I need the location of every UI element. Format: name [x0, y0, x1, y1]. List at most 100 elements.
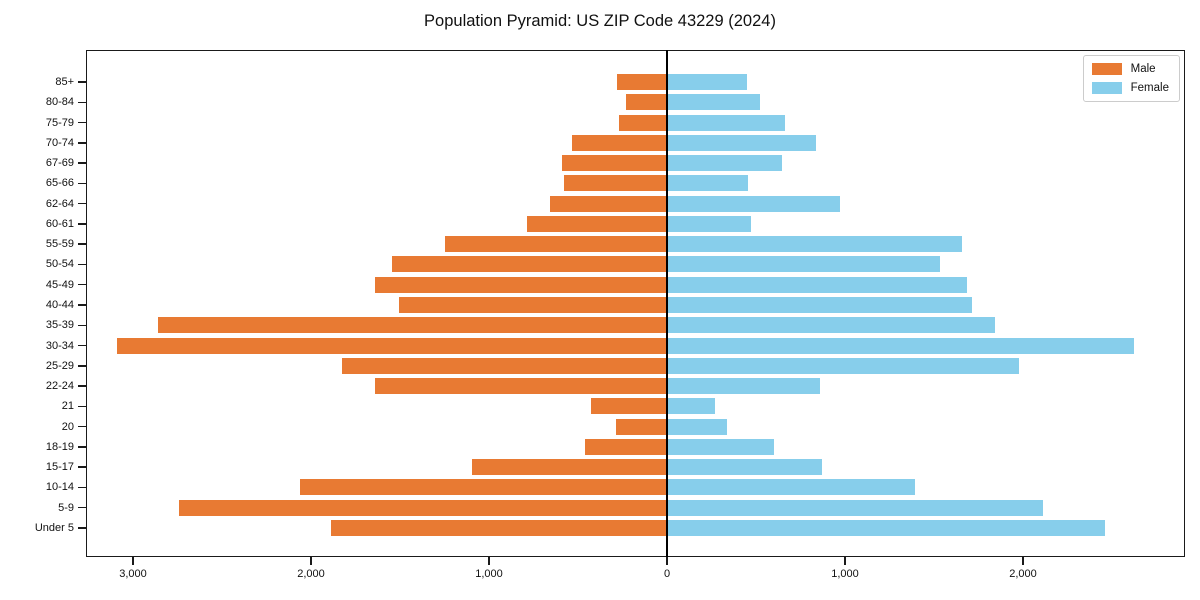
y-label-50-54: 50-54 [45, 258, 74, 271]
x-tick-2,000 [1022, 557, 1024, 565]
male-bar-15-17 [472, 459, 667, 476]
y-label-85+: 85+ [55, 76, 74, 88]
y-tick-55-59 [78, 243, 86, 245]
x-tick-3,000 [132, 557, 134, 565]
x-tick-0 [666, 557, 668, 565]
male-bar-35-39 [157, 317, 667, 334]
y-tick-75-79 [78, 121, 86, 124]
y-label-40-44: 40-44 [45, 299, 74, 311]
x-tick-2,000 [310, 557, 312, 565]
male-color-swatch [1091, 63, 1122, 75]
female-bar-35-39 [667, 317, 995, 334]
x-label-1,000: 1,000 [831, 568, 859, 580]
female-bar-67-69 [667, 155, 782, 172]
y-tick-50-54 [78, 263, 86, 266]
y-tick-10-14 [78, 486, 86, 489]
y-label-30-34: 30-34 [45, 339, 74, 352]
y-tick-22-24 [78, 385, 86, 387]
legend-item-male: Male [1091, 63, 1169, 75]
y-tick-67-69 [78, 162, 86, 164]
y-label-15-17: 15-17 [45, 461, 74, 474]
y-label-20: 20 [61, 420, 74, 433]
y-tick-25-29 [78, 365, 86, 367]
male-bar-5-9 [179, 499, 667, 516]
y-tick-30-34 [78, 344, 86, 347]
y-label-5-9: 5-9 [58, 501, 74, 514]
y-label-70-74: 70-74 [45, 136, 74, 149]
y-tick-40-44 [78, 304, 86, 306]
male-bar-21 [591, 398, 667, 415]
female-bar-10-14 [667, 479, 916, 496]
female-bar-15-17 [667, 459, 822, 476]
y-tick-70-74 [78, 142, 86, 144]
male-bar-10-14 [300, 479, 667, 496]
y-tick-35-39 [78, 324, 86, 326]
female-bar-75-79 [667, 114, 786, 131]
y-tick-65-66 [78, 182, 86, 185]
female-color-swatch [1091, 82, 1122, 94]
male-bar-22-24 [375, 378, 667, 395]
female-bar-18-19 [667, 438, 774, 455]
female-bar-Under 5 [667, 520, 1105, 536]
male-bar-50-54 [391, 256, 667, 273]
male-bar-70-74 [571, 134, 667, 151]
male-bar-55-59 [445, 236, 667, 253]
y-tick-80-84 [78, 101, 86, 103]
male-bar-40-44 [399, 297, 667, 313]
female-bar-45-49 [667, 276, 967, 293]
y-tick-18-19 [78, 446, 86, 448]
y-label-80-84: 80-84 [45, 96, 74, 109]
chart-title: Population Pyramid: US ZIP Code 43229 (2… [424, 12, 776, 30]
x-label-2,000: 2,000 [1009, 568, 1037, 580]
legend-female-label: Female [1130, 82, 1169, 94]
y-label-25-29: 25-29 [45, 359, 74, 372]
y-label-10-14: 10-14 [45, 481, 74, 494]
x-label-0: 0 [663, 568, 671, 580]
y-label-35-39: 35-39 [45, 319, 74, 332]
y-label-18-19: 18-19 [45, 440, 74, 453]
female-bar-65-66 [667, 175, 748, 192]
y-label-62-64: 62-64 [45, 197, 74, 210]
female-bar-60-61 [667, 215, 751, 232]
y-label-55-59: 55-59 [45, 238, 74, 251]
zero-axis-line [666, 50, 668, 557]
y-tick-45-49 [78, 284, 86, 286]
plot-area: 85+ 80-84 75-79 70-74 67-69 65-66 62-64 60-61 55… [35, 50, 1185, 580]
female-bar-25-29 [667, 357, 1019, 374]
female-bar-30-34 [667, 337, 1135, 354]
male-bar-67-69 [561, 155, 667, 172]
female-bar-21 [667, 398, 716, 415]
male-bar-Under 5 [331, 520, 667, 536]
female-bar-85+ [667, 74, 748, 90]
y-label-45-49: 45-49 [45, 278, 74, 291]
male-bar-18-19 [585, 438, 667, 455]
y-tick-5-9 [78, 507, 86, 509]
male-bar-60-61 [527, 215, 667, 232]
male-bar-20 [616, 418, 667, 435]
male-bar-65-66 [563, 175, 667, 192]
y-tick-60-61 [78, 223, 86, 225]
female-bar-20 [667, 418, 727, 435]
female-bar-22-24 [667, 378, 821, 395]
male-bar-75-79 [618, 114, 667, 131]
x-tick-1,000 [488, 557, 490, 565]
legend-item-female: Female [1091, 82, 1169, 94]
x-label-2,000: 2,000 [297, 568, 325, 580]
y-tick-20 [78, 425, 86, 428]
legend: Male Female [1082, 55, 1180, 102]
male-bar-85+ [617, 74, 667, 90]
male-bar-30-34 [116, 337, 667, 354]
y-tick-Under 5 [78, 527, 86, 529]
y-tick-15-17 [78, 466, 86, 468]
legend-male-label: Male [1130, 63, 1156, 75]
female-bar-70-74 [667, 134, 816, 151]
y-label-21: 21 [61, 400, 74, 413]
y-tick-62-64 [78, 202, 86, 205]
female-bar-50-54 [667, 256, 941, 273]
x-tick-1,000 [844, 557, 846, 565]
male-bar-62-64 [549, 195, 667, 212]
female-bar-55-59 [667, 236, 962, 253]
female-bar-62-64 [667, 195, 840, 212]
male-bar-80-84 [626, 94, 667, 111]
